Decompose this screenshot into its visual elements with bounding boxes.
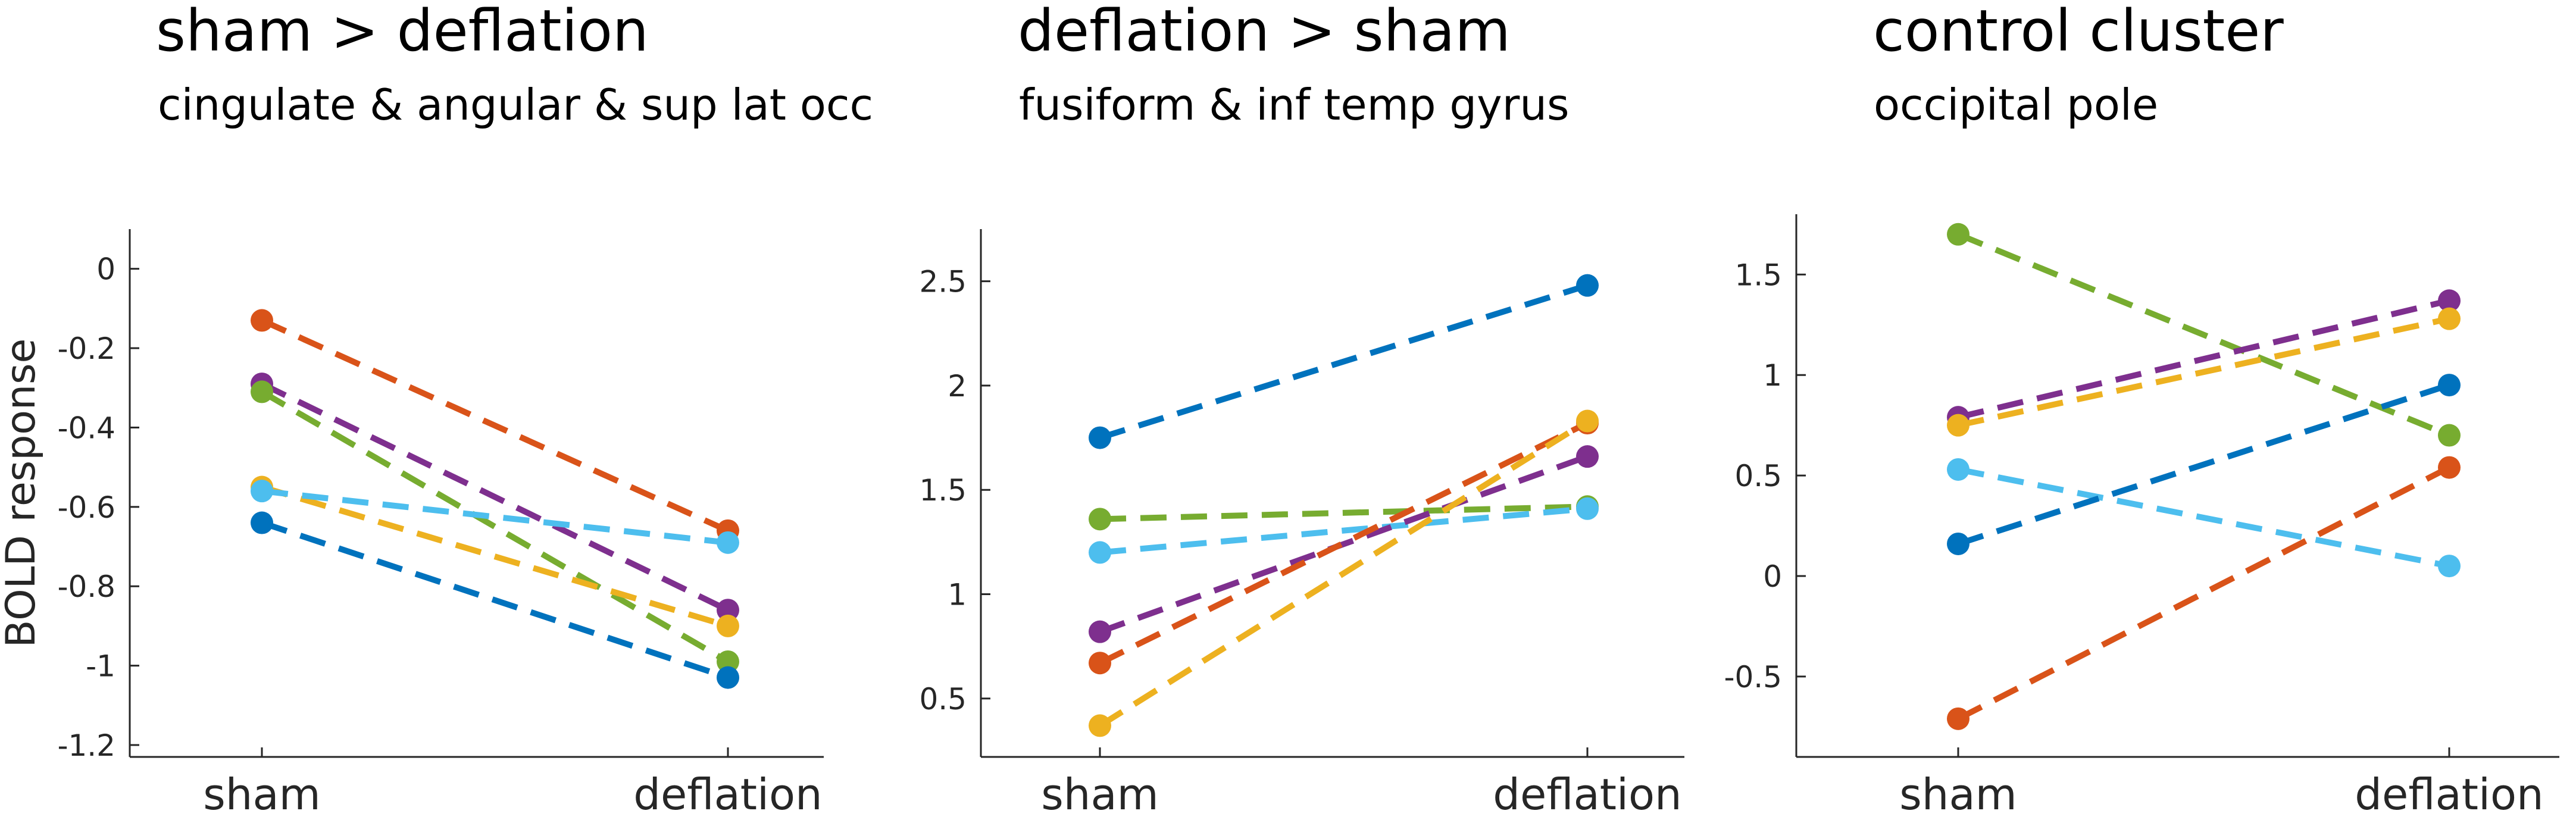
series-line <box>1957 298 2450 421</box>
data-point <box>2438 307 2461 330</box>
series-line <box>261 519 729 681</box>
data-point <box>251 309 273 332</box>
series-line <box>1098 420 1589 666</box>
x-category-label: deflation <box>2355 769 2543 819</box>
panel-1-subtitle: cingulate & angular & sup lat occ <box>158 80 874 130</box>
data-point <box>2438 424 2461 447</box>
y-tick-label: 1 <box>1763 358 1782 393</box>
data-point <box>1576 409 1599 433</box>
data-point <box>1947 532 1969 555</box>
data-point <box>1947 707 1969 730</box>
series-line <box>260 317 730 534</box>
data-point <box>1089 508 1111 531</box>
y-tick-label: 2 <box>948 369 967 403</box>
data-point <box>1947 414 1969 437</box>
y-tick-label: 1.5 <box>919 473 967 508</box>
x-category-label: deflation <box>1493 769 1681 819</box>
data-point <box>717 650 739 673</box>
data-point <box>1089 426 1111 449</box>
series-line <box>1956 465 2451 722</box>
y-tick-label: -0.5 <box>1724 660 1782 694</box>
data-point <box>1089 541 1111 564</box>
data-point <box>1089 652 1111 675</box>
data-point <box>1089 714 1111 737</box>
data-point <box>717 666 739 689</box>
series-line <box>260 389 730 665</box>
y-tick-label: -0.8 <box>57 569 115 604</box>
y-tick-label: -1.2 <box>57 728 115 763</box>
y-axis-label: BOLD response <box>0 339 45 648</box>
series-line <box>1957 231 2450 439</box>
series-line <box>1958 467 2450 569</box>
data-point <box>2438 456 2461 479</box>
series-line <box>1957 315 2450 428</box>
series-line <box>1098 418 1589 728</box>
y-tick-label: 1 <box>948 578 967 612</box>
x-category-label: sham <box>203 769 320 819</box>
data-point <box>2438 555 2461 578</box>
data-point <box>1947 458 1969 481</box>
x-category-label: deflation <box>633 769 822 819</box>
y-tick-label: -0.2 <box>57 331 115 366</box>
panel-3-plot: 1.5 1 0.5 0 -0.5 sham deflation <box>1724 214 2559 819</box>
panel-3-subtitle: occipital pole <box>1874 80 2159 130</box>
data-point <box>1576 445 1599 468</box>
data-point <box>717 531 739 554</box>
data-point <box>1947 223 1969 246</box>
y-tick-label: 0 <box>96 252 115 287</box>
y-tick-label: 0.5 <box>1734 459 1782 493</box>
panel-1-plot: 0 -0.2 -0.4 -0.6 -0.8 -1 -1.2 sham deflation BOLD… <box>0 229 824 819</box>
data-point <box>251 480 273 503</box>
y-tick-label: -1 <box>86 649 115 684</box>
y-tick-label: 1.5 <box>1734 258 1782 292</box>
panel-2-plot: 0.5 1 1.5 2 2.5 sham deflation <box>919 229 1684 819</box>
series-line <box>1099 503 1588 522</box>
panel-2-title: deflation > sham <box>1018 0 1511 64</box>
y-tick-label: -0.6 <box>57 490 115 525</box>
data-point <box>1089 620 1111 643</box>
data-point <box>251 511 273 534</box>
series-line <box>1099 505 1588 556</box>
series-line <box>1099 282 1589 441</box>
panel-1-title: sham > deflation <box>156 0 649 64</box>
data-point <box>251 380 273 403</box>
series-line <box>1957 382 2450 547</box>
y-tick-label: 0 <box>1763 559 1782 594</box>
series-line <box>1099 453 1589 635</box>
data-point <box>1576 274 1599 297</box>
x-category-label: sham <box>1899 769 2017 819</box>
data-point <box>2438 374 2461 397</box>
data-point <box>2438 289 2461 312</box>
y-tick-label: -0.4 <box>57 411 115 445</box>
data-point <box>717 599 739 622</box>
y-tick-label: 0.5 <box>919 682 967 716</box>
data-point <box>1576 497 1599 520</box>
series-line <box>260 381 730 613</box>
panel-2-subtitle: fusiform & inf temp gyrus <box>1019 80 1570 130</box>
series-line <box>261 484 729 629</box>
data-point <box>717 614 739 637</box>
y-tick-label: 2.5 <box>919 265 967 299</box>
x-category-label: sham <box>1041 769 1158 819</box>
panel-3-title: control cluster <box>1873 0 2284 64</box>
